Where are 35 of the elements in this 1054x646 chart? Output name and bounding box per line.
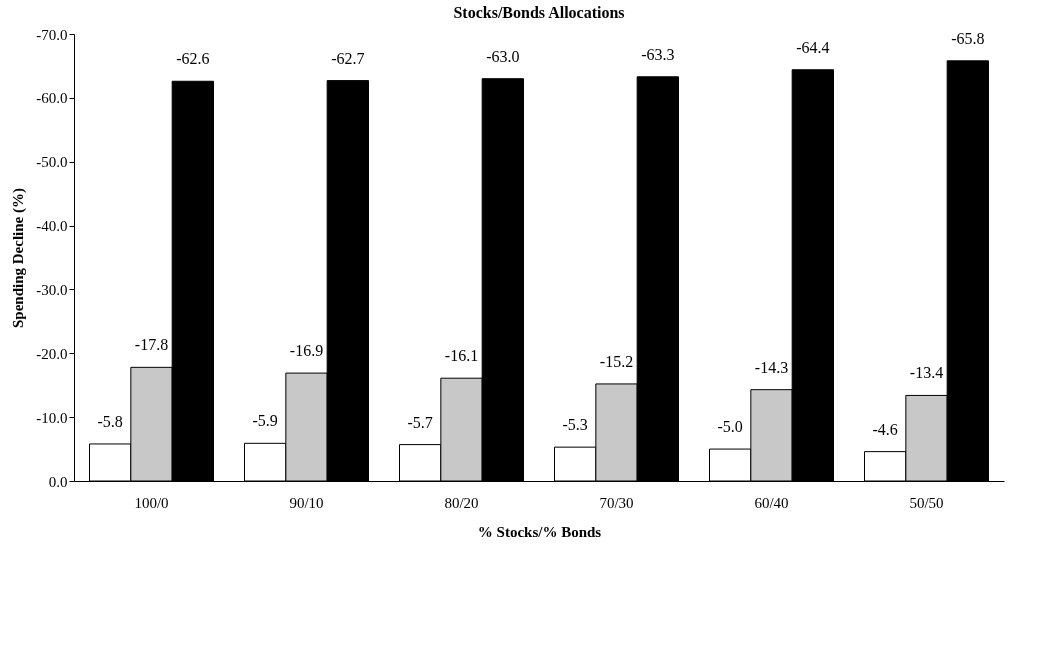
data-label: -17.8 [134, 336, 169, 354]
y-tick-label: -50.0 [36, 154, 68, 171]
data-label: -63.3 [641, 45, 675, 63]
x-tick-label: 50/50 [909, 494, 944, 511]
chart-title: Stocks/Bonds Allocations [453, 4, 625, 21]
x-tick-label: 60/40 [754, 494, 789, 511]
data-label: -5.9 [252, 412, 278, 430]
data-label: -62.7 [331, 49, 365, 67]
data-label: -65.8 [951, 29, 985, 47]
data-label: -14.3 [754, 358, 789, 376]
data-label: -5.0 [717, 418, 743, 436]
data-label: -62.6 [176, 50, 210, 68]
y-axis-title: Spending Decline (%) [10, 187, 28, 329]
data-label: -5.7 [407, 413, 433, 431]
data-label: -5.8 [97, 412, 123, 430]
data-label: -15.2 [599, 352, 634, 370]
y-tick-label: -40.0 [36, 218, 68, 235]
data-label: -64.4 [796, 38, 830, 56]
data-label: -16.1 [444, 347, 479, 365]
y-tick-label: -20.0 [36, 345, 68, 362]
data-label: -4.6 [872, 420, 898, 438]
x-axis-title: % Stocks/% Bonds [477, 523, 602, 540]
y-tick-label: -30.0 [36, 281, 68, 298]
y-tick-label: 0.0 [48, 473, 68, 490]
y-tick-label: -70.0 [36, 26, 68, 43]
x-tick-label: 100/0 [134, 494, 169, 511]
y-tick-label: -10.0 [36, 409, 68, 426]
x-tick-label: 90/10 [289, 494, 324, 511]
data-label: -63.0 [486, 47, 520, 65]
x-tick-label: 70/30 [599, 494, 634, 511]
x-tick-label: 80/20 [444, 494, 479, 511]
data-label: -13.4 [909, 364, 944, 382]
y-tick-label: -60.0 [36, 90, 68, 107]
data-label: -5.3 [562, 416, 588, 434]
data-label: -16.9 [289, 342, 324, 360]
